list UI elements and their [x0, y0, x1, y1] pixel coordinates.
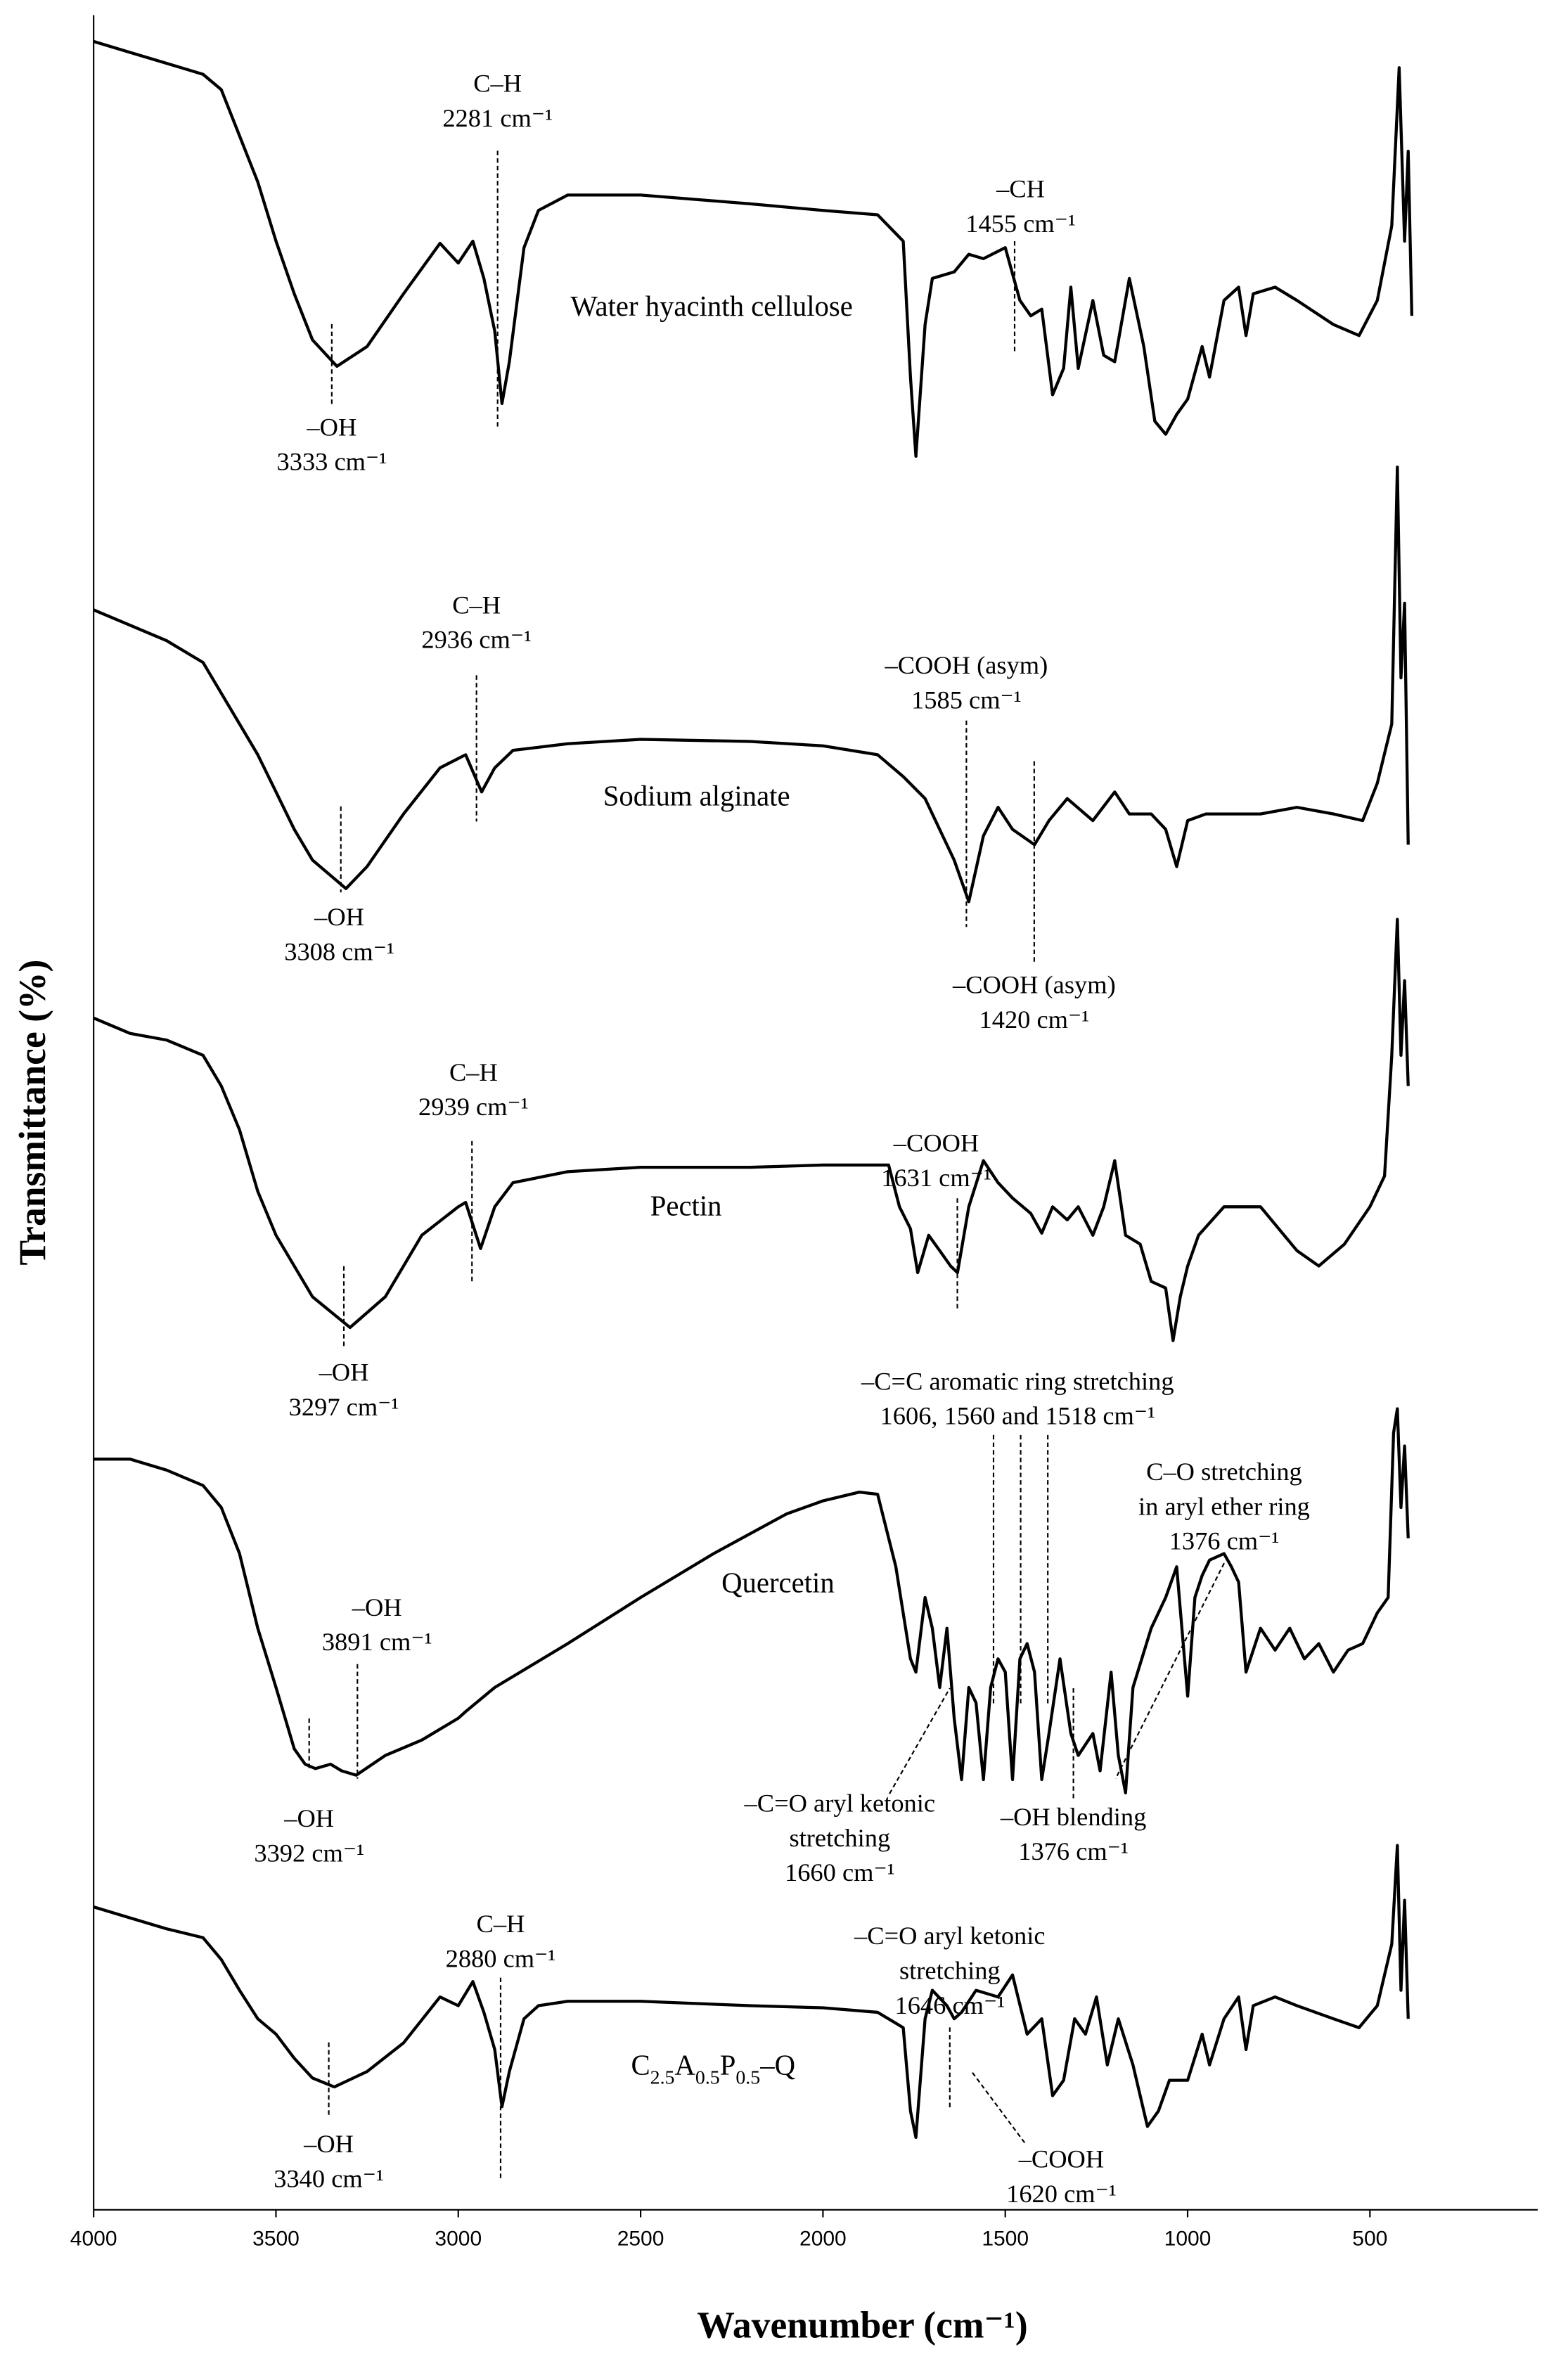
annotation-text: 3308 cm⁻¹: [284, 937, 394, 965]
annotation-text: 3891 cm⁻¹: [322, 1628, 432, 1656]
series-label: Quercetin: [721, 1567, 835, 1599]
series-label: Water hyacinth cellulose: [570, 290, 852, 322]
annotation-text: in aryl ether ring: [1138, 1492, 1310, 1520]
annotation-text: –C=O aryl ketonic: [744, 1789, 936, 1818]
annotation-text: 1420 cm⁻¹: [979, 1005, 1090, 1034]
x-tick-label: 3500: [252, 2228, 300, 2251]
annotation-text: –OH blending: [1000, 1803, 1146, 1831]
x-tick-label: 2000: [799, 2228, 847, 2251]
annotation-text: C–H: [477, 1910, 525, 1938]
x-axis-title: Wavenumber (cm⁻¹): [697, 2303, 1027, 2346]
annotation-text: –C=C aromatic ring stretching: [861, 1367, 1174, 1395]
annotation-text: 1660 cm⁻¹: [785, 1858, 895, 1886]
annotation-text: –CH: [996, 175, 1045, 203]
annotation-text: C–H: [473, 70, 522, 98]
annotation-text: 1455 cm⁻¹: [965, 210, 1076, 238]
x-tick-label: 3000: [435, 2228, 482, 2251]
annotation-leader: [1114, 1562, 1225, 1780]
annotation-text: –OH: [283, 1804, 334, 1832]
annotation-text: –COOH (asym): [952, 971, 1116, 999]
annotation-text: 1376 cm⁻¹: [1169, 1527, 1280, 1555]
annotation-text: –COOH (asym): [885, 651, 1048, 679]
y-axis-title: Transmittance (%): [11, 960, 53, 1266]
spectrum-line: [94, 1407, 1410, 1794]
annotation-text: 1646 cm⁻¹: [894, 1991, 1005, 2019]
annotation-text: –OH: [352, 1593, 402, 1621]
annotation-text: 3297 cm⁻¹: [289, 1393, 399, 1421]
series-label: C2.5A0.5P0.5–Q: [631, 2050, 795, 2089]
annotation-text: 3333 cm⁻¹: [277, 448, 387, 476]
spectrum-line: [93, 465, 1410, 904]
annotation-text: 2880 cm⁻¹: [446, 1944, 556, 1972]
annotation-text: –OH: [303, 2130, 354, 2158]
annotation-text: 1376 cm⁻¹: [1018, 1837, 1129, 1865]
x-tick-label: 1000: [1164, 2228, 1212, 2251]
spectrum-line: [93, 1844, 1410, 2140]
annotation-text: 2281 cm⁻¹: [442, 104, 553, 132]
annotation-text: 1631 cm⁻¹: [881, 1164, 991, 1192]
series-label: Pectin: [650, 1190, 722, 1222]
annotation-text: 1585 cm⁻¹: [911, 686, 1022, 714]
annotation-text: –COOH: [893, 1129, 979, 1157]
annotation-text: –OH: [319, 1358, 369, 1386]
annotation-text: C–H: [452, 591, 501, 619]
annotation-text: –OH: [306, 413, 356, 441]
annotation-text: stretching: [899, 1957, 1001, 1985]
annotation-text: 1620 cm⁻¹: [1006, 2180, 1117, 2208]
annotation-text: 2936 cm⁻¹: [421, 626, 532, 654]
annotation-text: C–O stretching: [1146, 1458, 1302, 1486]
x-tick-label: 2500: [617, 2228, 664, 2251]
annotation-text: –COOH: [1018, 2145, 1104, 2173]
spectrum-line: [93, 918, 1410, 1342]
x-tick-label: 1500: [982, 2228, 1029, 2251]
annotation-text: C–H: [449, 1058, 498, 1086]
annotation-text: –C=O aryl ketonic: [854, 1922, 1046, 1950]
annotation-leader: [889, 1688, 951, 1794]
spectrum-line: [93, 39, 1414, 458]
annotation-text: stretching: [789, 1824, 890, 1852]
x-tick-label: 500: [1352, 2228, 1387, 2251]
annotation-text: 3340 cm⁻¹: [274, 2164, 384, 2192]
x-tick-label: 4000: [70, 2228, 117, 2251]
series-label: Sodium alginate: [603, 780, 790, 812]
annotation-text: 1606, 1560 and 1518 cm⁻¹: [880, 1402, 1155, 1430]
annotation-text: –OH: [314, 903, 364, 931]
annotation-text: 2939 cm⁻¹: [418, 1093, 529, 1121]
annotation-text: 3392 cm⁻¹: [254, 1839, 364, 1867]
